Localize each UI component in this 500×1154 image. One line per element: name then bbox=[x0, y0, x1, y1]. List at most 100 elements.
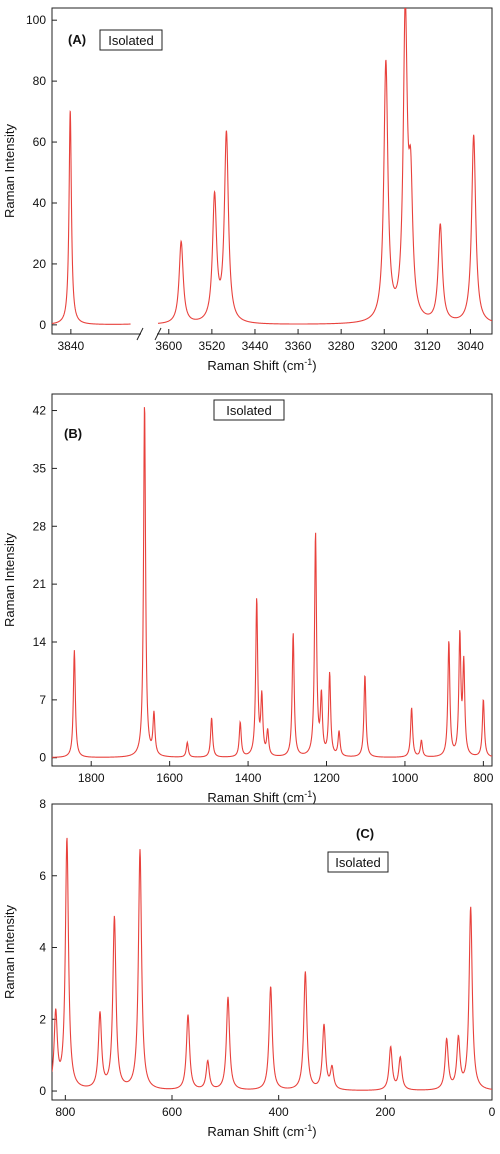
peak-point bbox=[446, 1040, 447, 1041]
y-tick-label: 21 bbox=[33, 577, 47, 591]
peak-point bbox=[321, 699, 322, 700]
panel-a: 0 20 40 60 80 100 3840 3600 3520 3440 3360 3280 3200… bbox=[2, 7, 493, 373]
plot-frame bbox=[51, 393, 493, 767]
peak-point bbox=[66, 839, 67, 840]
peak-point bbox=[405, 23, 406, 24]
x-tick-label: 3440 bbox=[242, 339, 269, 353]
peak-point bbox=[473, 135, 474, 136]
peak-point bbox=[99, 1015, 100, 1016]
peak-point bbox=[153, 716, 154, 717]
peak-point bbox=[411, 708, 412, 709]
axis-break-mark bbox=[154, 327, 162, 341]
y-tick-label: 42 bbox=[33, 404, 47, 418]
x-tick-label: 400 bbox=[269, 1105, 289, 1119]
x-tick-label: 3280 bbox=[328, 339, 355, 353]
peak-point bbox=[329, 674, 330, 675]
peak-point bbox=[55, 1015, 56, 1016]
peak-point bbox=[483, 699, 484, 700]
panel-label: (B) bbox=[64, 426, 82, 441]
peak-point bbox=[331, 1069, 332, 1070]
panel-label: (C) bbox=[356, 826, 374, 841]
y-tick-label: 40 bbox=[33, 196, 47, 210]
x-tick-label: 800 bbox=[473, 771, 493, 785]
spectrum-line bbox=[52, 837, 492, 1091]
x-tick-label: 1800 bbox=[78, 771, 105, 785]
peak-point bbox=[470, 907, 471, 908]
axis-break-gap bbox=[141, 328, 157, 340]
spectrum-line bbox=[52, 110, 131, 325]
peak-point bbox=[270, 986, 271, 987]
plot-frame bbox=[51, 7, 493, 335]
panel-b: 0 7 14 21 28 35 42 1800 1600 1400 1200 1000 800 Raman… bbox=[2, 393, 494, 805]
peak-point bbox=[211, 717, 212, 718]
peak-point bbox=[187, 742, 188, 743]
peak-point bbox=[463, 666, 464, 667]
y-tick-label: 2 bbox=[39, 1012, 46, 1026]
peak-point bbox=[458, 1040, 459, 1041]
peak-point bbox=[226, 135, 227, 136]
y-tick-label: 20 bbox=[33, 257, 47, 271]
peak-point bbox=[385, 65, 386, 66]
peak-point bbox=[187, 1015, 188, 1016]
peak-point bbox=[256, 600, 257, 601]
peak-point bbox=[410, 202, 411, 203]
axis-break-mark bbox=[136, 327, 144, 341]
panel-c: 0 2 4 6 8 800 600 400 200 0 Raman Shift (cm-1) Rama… bbox=[2, 797, 496, 1139]
x-axis-title: Raman Shift (cm-1) bbox=[207, 1123, 316, 1139]
peak-point bbox=[139, 850, 140, 851]
y-tick-label: 100 bbox=[26, 13, 46, 27]
y-tick-label: 7 bbox=[39, 693, 46, 707]
y-tick-label: 4 bbox=[39, 941, 46, 955]
annotation-text: Isolated bbox=[108, 33, 154, 48]
annotation-text: Isolated bbox=[226, 403, 272, 418]
peak-point bbox=[144, 402, 145, 403]
x-tick-label: 3040 bbox=[457, 339, 484, 353]
y-tick-label: 35 bbox=[33, 461, 47, 475]
peak-point bbox=[459, 637, 460, 638]
x-tick-label: 1600 bbox=[156, 771, 183, 785]
peak-point bbox=[421, 741, 422, 742]
peak-point bbox=[70, 111, 71, 112]
peak-point bbox=[364, 674, 365, 675]
peak-point bbox=[74, 650, 75, 651]
y-tick-label: 14 bbox=[33, 635, 47, 649]
panel-label: (A) bbox=[68, 32, 86, 47]
spectrum-line bbox=[157, 8, 492, 325]
y-tick-label: 60 bbox=[33, 135, 47, 149]
x-tick-label: 0 bbox=[489, 1105, 496, 1119]
peak-point bbox=[400, 1058, 401, 1059]
plot-frame bbox=[51, 803, 493, 1101]
x-tick-label: 1200 bbox=[313, 771, 340, 785]
x-axis-title: Raman Shift (cm-1) bbox=[207, 789, 316, 805]
y-axis-title: Raman Intensity bbox=[2, 905, 17, 999]
x-tick-label: 3840 bbox=[58, 339, 85, 353]
x-tick-label: 800 bbox=[55, 1105, 75, 1119]
spectrum-line bbox=[52, 407, 492, 758]
x-tick-label: 3360 bbox=[285, 339, 312, 353]
x-tick-label: 200 bbox=[375, 1105, 395, 1119]
x-tick-label: 3600 bbox=[155, 339, 182, 353]
y-tick-label: 28 bbox=[33, 519, 47, 533]
x-tick-label: 1000 bbox=[392, 771, 419, 785]
peak-point bbox=[114, 918, 115, 919]
peak-point bbox=[227, 997, 228, 998]
peak-point bbox=[338, 732, 339, 733]
peak-point bbox=[207, 1062, 208, 1063]
peak-point bbox=[440, 227, 441, 228]
x-tick-label: 3520 bbox=[199, 339, 226, 353]
y-tick-label: 80 bbox=[33, 74, 47, 88]
y-axis-title: Raman Intensity bbox=[2, 124, 17, 218]
x-tick-label: 1400 bbox=[235, 771, 262, 785]
y-tick-label: 0 bbox=[39, 751, 46, 765]
peak-point bbox=[315, 534, 316, 535]
x-axis-title: Raman Shift (cm-1) bbox=[207, 357, 316, 373]
y-tick-label: 0 bbox=[39, 318, 46, 332]
x-tick-label: 3120 bbox=[414, 339, 441, 353]
peak-point bbox=[240, 722, 241, 723]
peak-point bbox=[214, 199, 215, 200]
peak-point bbox=[293, 633, 294, 634]
annotation-box bbox=[99, 29, 163, 51]
annotation-box bbox=[327, 851, 389, 873]
peak-point bbox=[323, 1026, 324, 1027]
